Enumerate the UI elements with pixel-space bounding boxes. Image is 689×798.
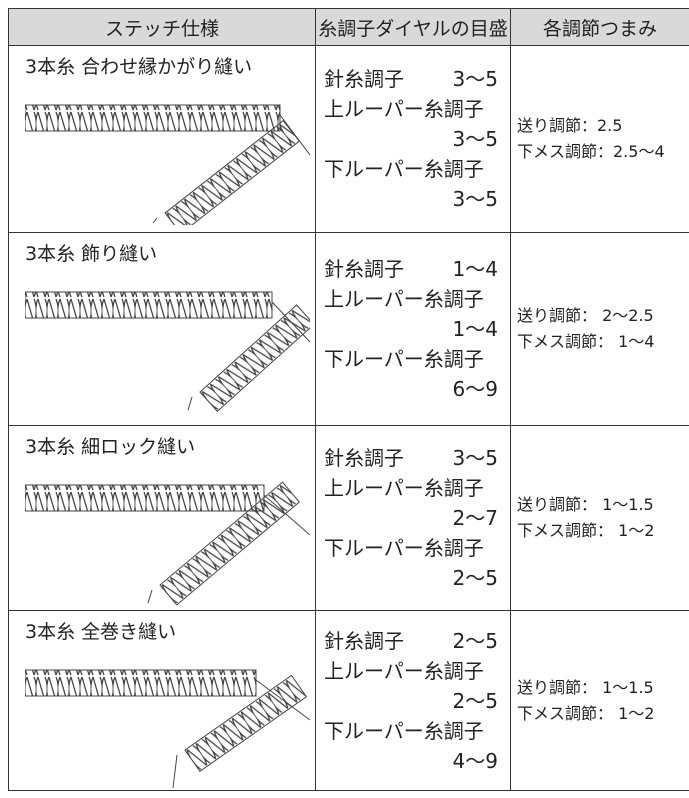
tension-value: 4～9 xyxy=(452,748,498,773)
tension-row: 針糸調子 1～4 xyxy=(324,254,498,284)
tension-cell: 針糸調子 2～5 上ルーパー糸調子 2～5 下ルーパー糸調子 4～9 xyxy=(316,611,511,791)
tension-value: 6～9 xyxy=(452,377,498,401)
stitch-cell: 3本糸 合わせ縁かがり縫い xyxy=(9,46,316,233)
table: ステッチ仕様 糸調子ダイヤルの目盛 各調節つまみ 3本糸 合わせ縁かがり縫い 針… xyxy=(8,8,689,791)
tension-label: 上ルーパー糸調子 xyxy=(324,287,484,311)
adjust-cell: 送り調節： 2～2.5 下メス調節： 1～4 xyxy=(511,233,689,426)
tension-label: 下ルーパー糸調子 xyxy=(324,536,484,560)
adjust-text: 送り調節： 1～1.5 xyxy=(517,677,654,697)
adjust-text: 送り調節：2.5 xyxy=(517,116,623,135)
stitch-strip xyxy=(159,481,300,605)
stitch-strip xyxy=(25,669,257,697)
thread xyxy=(263,494,310,536)
stitch-name: 3本糸 飾り縫い xyxy=(25,243,158,265)
adjust-cell: 送り調節： 1～1.5 下メス調節： 1～2 xyxy=(511,426,689,611)
adjust-text: 下メス調節： 1～4 xyxy=(517,332,655,351)
stitch-illustration xyxy=(25,481,310,605)
tension-label: 下ルーパー糸調子 xyxy=(324,157,484,181)
stitch-illustration xyxy=(25,291,310,412)
tension-label: 針糸調子 xyxy=(324,446,404,470)
adjust-text: 送り調節： 2～2.5 xyxy=(517,306,654,325)
tension-value: 2～5 xyxy=(452,628,498,653)
tension-value: 1～4 xyxy=(452,317,498,341)
tension-cell: 針糸調子 3～5 上ルーパー糸調子 3～5 下ルーパー糸調子 3～5 xyxy=(316,46,511,233)
stitch-strip xyxy=(25,484,265,512)
header-cell: ステッチ仕様 xyxy=(9,9,316,46)
tension-row: 針糸調子 3～5 xyxy=(324,64,498,94)
stitch-cell: 3本糸 全巻き縫い xyxy=(9,611,316,791)
header-cell: 各調節つまみ xyxy=(511,9,689,46)
stitch-strip xyxy=(164,119,300,225)
tension-label: 上ルーパー糸調子 xyxy=(324,97,484,121)
tension-value: 2～7 xyxy=(452,506,498,530)
thread xyxy=(172,754,178,789)
stitch-name: 3本糸 細ロック縫い xyxy=(25,436,196,458)
thread xyxy=(271,301,310,343)
tension-label: 針糸調子 xyxy=(324,67,404,91)
tension-cell: 針糸調子 1～4 上ルーパー糸調子 1～4 下ルーパー糸調子 6～9 xyxy=(316,233,511,426)
tension-value: 3～5 xyxy=(452,187,498,211)
thread xyxy=(152,217,158,224)
tension-cell: 針糸調子 3～5 上ルーパー糸調子 2～7 下ルーパー糸調子 2～5 xyxy=(316,426,511,611)
thread xyxy=(147,589,153,604)
tension-label: 下ルーパー糸調子 xyxy=(324,718,484,743)
tension-value: 3～5 xyxy=(452,127,498,151)
stitch-strip xyxy=(184,674,308,772)
adjust-text: 下メス調節： 1～2 xyxy=(517,521,655,540)
thread xyxy=(187,396,193,411)
thread xyxy=(279,114,310,156)
tension-label: 上ルーパー糸調子 xyxy=(324,658,484,683)
adjust-text: 下メス調節： 1～2 xyxy=(517,703,655,723)
stitch-strip xyxy=(199,304,310,412)
tension-value: 1～4 xyxy=(452,257,498,281)
stitch-illustration xyxy=(25,669,310,789)
tension-label: 針糸調子 xyxy=(324,257,404,281)
tension-value: 2～5 xyxy=(452,688,498,713)
adjust-text: 送り調節： 1～1.5 xyxy=(517,495,654,514)
tension-value: 3～5 xyxy=(452,446,498,470)
tension-label: 下ルーパー糸調子 xyxy=(324,347,484,371)
stitch-cell: 3本糸 細ロック縫い xyxy=(9,426,316,611)
header-cell: 糸調子ダイヤルの目盛 xyxy=(316,9,511,46)
thread xyxy=(255,679,310,721)
tension-value: 3～5 xyxy=(452,67,498,91)
stitch-name: 3本糸 全巻き縫い xyxy=(25,621,177,643)
stitch-illustration xyxy=(25,104,310,225)
tension-label: 針糸調子 xyxy=(324,628,404,653)
stitch-cell: 3本糸 飾り縫い xyxy=(9,233,316,426)
stitch-strip xyxy=(25,291,273,319)
tension-row: 針糸調子 2～5 xyxy=(324,626,498,656)
tension-row: 針糸調子 3～5 xyxy=(324,443,498,473)
tension-value: 2～5 xyxy=(452,566,498,590)
stitch-strip xyxy=(25,104,281,132)
stitch-name: 3本糸 合わせ縁かがり縫い xyxy=(25,56,253,78)
adjust-cell: 送り調節：2.5 下メス調節：2.5～4 xyxy=(511,46,689,233)
adjust-text: 下メス調節：2.5～4 xyxy=(517,142,665,161)
adjust-cell: 送り調節： 1～1.5 下メス調節： 1～2 xyxy=(511,611,689,791)
tension-label: 上ルーパー糸調子 xyxy=(324,476,484,500)
